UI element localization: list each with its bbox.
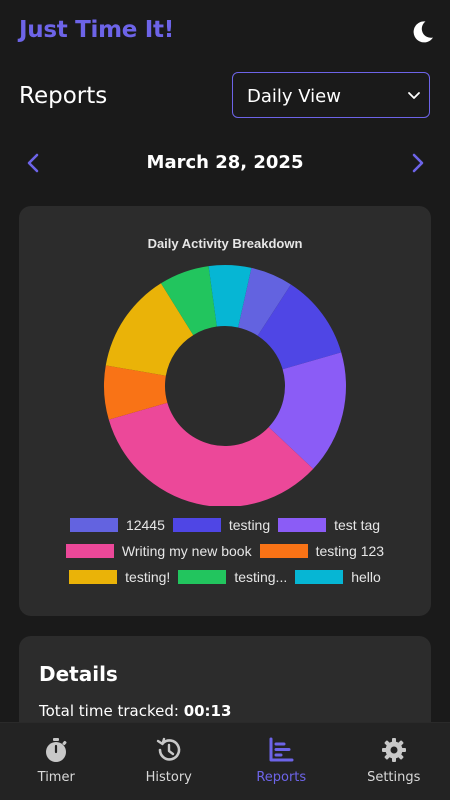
legend-item[interactable]: testing! <box>69 569 170 585</box>
legend-label: test tag <box>334 517 381 533</box>
legend-label: testing... <box>234 569 288 585</box>
nav-history[interactable]: History <box>113 723 226 800</box>
legend-swatch <box>69 518 118 532</box>
legend-label: hello <box>351 569 381 585</box>
chart-title: Daily Activity Breakdown <box>147 236 303 251</box>
stopwatch-icon <box>46 738 67 762</box>
legend-item[interactable]: Writing my new book <box>65 543 252 559</box>
legend-label: Writing my new book <box>121 543 252 559</box>
nav-label-timer: Timer <box>37 770 75 785</box>
donut-slice-7[interactable] <box>208 265 252 328</box>
donut-slice-5[interactable] <box>105 283 194 376</box>
legend-row: testing! testing... hello <box>19 564 431 590</box>
legend-swatch <box>278 518 327 532</box>
view-select-value: Daily View <box>247 86 341 107</box>
donut-slice-3[interactable] <box>108 402 314 506</box>
current-date: March 28, 2025 <box>146 152 304 173</box>
donut-slice-6[interactable] <box>161 266 217 336</box>
legend-row: Writing my new book testing 123 <box>19 538 431 564</box>
legend-swatch <box>65 544 114 558</box>
donut-slice-0[interactable] <box>238 267 291 336</box>
legend-item[interactable]: test tag <box>278 517 380 533</box>
donut-slice-2[interactable] <box>268 352 346 469</box>
nav-label-reports: Reports <box>256 770 307 785</box>
nav-settings[interactable]: Settings <box>338 723 450 800</box>
nav-label-history: History <box>145 770 192 785</box>
nav-reports[interactable]: Reports <box>225 723 338 800</box>
legend-item[interactable]: testing <box>172 517 271 533</box>
donut-slice-1[interactable] <box>257 284 342 370</box>
legend-swatch <box>295 570 344 584</box>
nav-label-settings: Settings <box>367 770 421 785</box>
page-title: Reports <box>19 83 108 109</box>
total-time-label: Total time tracked: <box>39 702 179 720</box>
legend-swatch <box>69 570 118 584</box>
donut-slice-4[interactable] <box>104 365 168 420</box>
total-time: Total time tracked: 00:13 <box>39 702 231 720</box>
legend-item[interactable]: hello <box>295 569 381 585</box>
nav-timer[interactable]: Timer <box>0 723 113 800</box>
legend-swatch <box>259 544 308 558</box>
total-time-value: 00:13 <box>183 702 232 720</box>
gear-icon <box>381 738 406 762</box>
legend-label: testing! <box>125 569 171 585</box>
moon-icon[interactable] <box>408 18 436 46</box>
chevron-right-icon[interactable] <box>405 151 429 175</box>
legend-item[interactable]: testing 123 <box>259 543 385 559</box>
donut-chart <box>104 265 346 506</box>
app-title: Just Time It! <box>19 17 174 43</box>
details-title: Details <box>39 662 118 686</box>
view-select[interactable]: Daily View <box>232 72 430 118</box>
legend-label: 12445 <box>125 517 165 533</box>
bottom-nav: Timer History Reports <box>0 722 450 800</box>
date-navigator: March 28, 2025 <box>0 140 450 186</box>
chart-card: Daily Activity Breakdown 12445 testing tes… <box>19 206 431 616</box>
legend-row: 12445 testing test tag <box>19 512 431 538</box>
legend-swatch <box>178 570 227 584</box>
chart-legend: 12445 testing test tag Writing my new book t… <box>19 512 431 590</box>
app-header: Just Time It! <box>0 0 450 64</box>
legend-item[interactable]: 12445 <box>69 517 165 533</box>
bar-chart-icon <box>269 737 294 762</box>
legend-label: testing 123 <box>315 543 385 559</box>
chevron-left-icon[interactable] <box>22 151 46 175</box>
legend-item[interactable]: testing... <box>178 569 287 585</box>
legend-swatch <box>172 518 221 532</box>
legend-label: testing <box>228 517 271 533</box>
chevron-down-icon <box>408 92 420 99</box>
history-icon <box>156 737 181 761</box>
